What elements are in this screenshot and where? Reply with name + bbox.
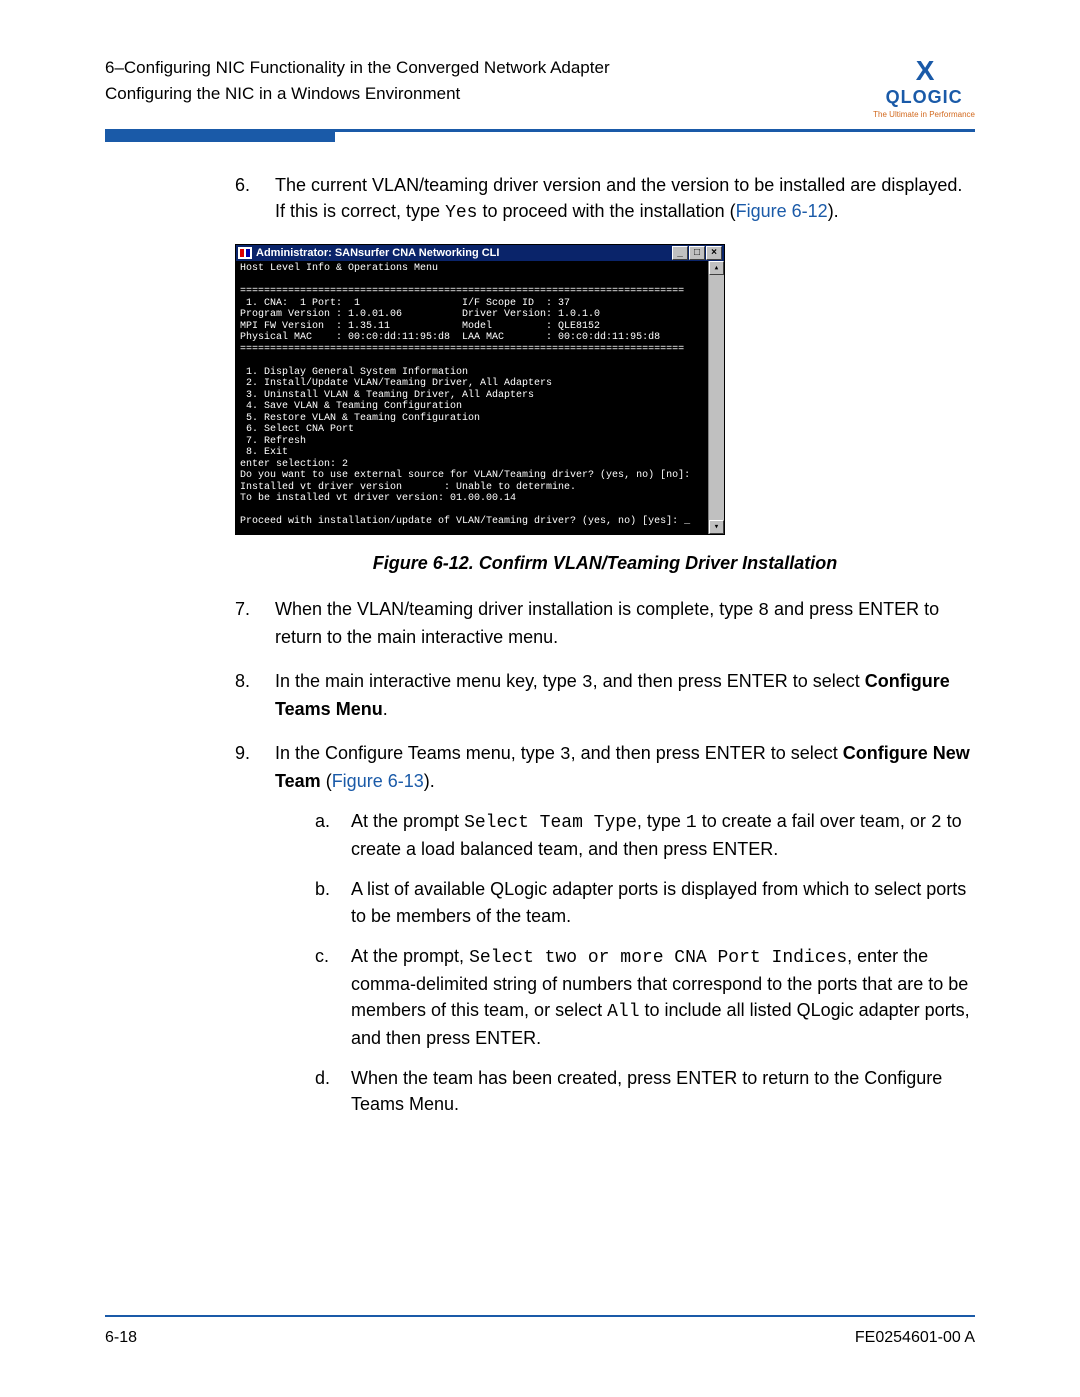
step-9-body: In the Configure Teams menu, type 3, and… bbox=[275, 740, 975, 1117]
sub-a-code-3: 2 bbox=[931, 813, 942, 833]
terminal-icon bbox=[238, 247, 252, 259]
step-8: 8. In the main interactive menu key, typ… bbox=[235, 668, 975, 722]
step-8-text-b: , and then press ENTER to select bbox=[593, 671, 865, 691]
sub-a-text-b: , type bbox=[637, 811, 686, 831]
step-8-text-a: In the main interactive menu key, type bbox=[275, 671, 582, 691]
step-6-number: 6. bbox=[235, 172, 275, 226]
substep-d-body: When the team has been created, press EN… bbox=[351, 1065, 975, 1117]
step-9-text-c: ( bbox=[321, 771, 332, 791]
substep-d: d. When the team has been created, press… bbox=[275, 1065, 975, 1117]
accent-bar bbox=[105, 132, 335, 142]
step-9-text-a: In the Configure Teams menu, type bbox=[275, 743, 560, 763]
step-8-text-c: . bbox=[383, 699, 388, 719]
sub-a-text-c: to create a fail over team, or bbox=[697, 811, 931, 831]
step-6: 6. The current VLAN/teaming driver versi… bbox=[235, 172, 975, 226]
terminal-outer: Host Level Info & Operations Menu ======… bbox=[236, 261, 724, 534]
terminal-body: Host Level Info & Operations Menu ======… bbox=[236, 261, 708, 534]
substep-a-number: a. bbox=[315, 808, 351, 862]
step-9: 9. In the Configure Teams menu, type 3, … bbox=[235, 740, 975, 1117]
figure-6-12: Administrator: SANsurfer CNA Networking … bbox=[235, 244, 975, 535]
sub-a-code-1: Select Team Type bbox=[464, 813, 637, 833]
qlogic-logo: X QLOGIC The Ultimate in Performance bbox=[873, 55, 975, 119]
scroll-down-icon[interactable]: ▾ bbox=[709, 520, 724, 534]
content-area: 6. The current VLAN/teaming driver versi… bbox=[105, 142, 975, 1117]
step-6-text-c: ). bbox=[828, 201, 839, 221]
sub-c-text-a: At the prompt, bbox=[351, 946, 469, 966]
step-9-text-d: ). bbox=[424, 771, 435, 791]
terminal-scrollbar[interactable]: ▴ ▾ bbox=[708, 261, 724, 534]
step-9-text-b: , and then press ENTER to select bbox=[571, 743, 843, 763]
maximize-button[interactable]: □ bbox=[689, 246, 705, 260]
step-7-text-a: When the VLAN/teaming driver installatio… bbox=[275, 599, 758, 619]
substep-d-number: d. bbox=[315, 1065, 351, 1117]
header-line-1: 6–Configuring NIC Functionality in the C… bbox=[105, 55, 610, 81]
step-9-code: 3 bbox=[560, 745, 571, 765]
substep-b-body: A list of available QLogic adapter ports… bbox=[351, 876, 975, 928]
step-6-body: The current VLAN/teaming driver version … bbox=[275, 172, 975, 226]
substep-c-number: c. bbox=[315, 943, 351, 1051]
page: 6–Configuring NIC Functionality in the C… bbox=[0, 0, 1080, 1397]
header-text: 6–Configuring NIC Functionality in the C… bbox=[105, 55, 610, 106]
step-7: 7. When the VLAN/teaming driver installa… bbox=[235, 596, 975, 650]
step-7-number: 7. bbox=[235, 596, 275, 650]
substep-c-body: At the prompt, Select two or more CNA Po… bbox=[351, 943, 975, 1051]
step-9-number: 9. bbox=[235, 740, 275, 1117]
minimize-button[interactable]: _ bbox=[672, 246, 688, 260]
page-footer: 6-18 FE0254601-00 A bbox=[105, 1329, 975, 1347]
terminal-titlebar: Administrator: SANsurfer CNA Networking … bbox=[236, 245, 724, 261]
step-6-text-b: to proceed with the installation ( bbox=[477, 201, 735, 221]
titlebar-left: Administrator: SANsurfer CNA Networking … bbox=[238, 247, 499, 260]
footer-rule bbox=[105, 1315, 975, 1317]
sub-c-code-2: All bbox=[607, 1002, 639, 1022]
sub-a-text-a: At the prompt bbox=[351, 811, 464, 831]
step-8-code: 3 bbox=[582, 673, 593, 693]
substep-b-number: b. bbox=[315, 876, 351, 928]
logo-icon: X bbox=[873, 55, 975, 87]
logo-tagline: The Ultimate in Performance bbox=[873, 110, 975, 119]
scroll-up-icon[interactable]: ▴ bbox=[709, 261, 724, 275]
substep-c: c. At the prompt, Select two or more CNA… bbox=[275, 943, 975, 1051]
page-number: 6-18 bbox=[105, 1329, 137, 1347]
sub-c-code-1: Select two or more CNA Port Indices bbox=[469, 948, 847, 968]
step-7-body: When the VLAN/teaming driver installatio… bbox=[275, 596, 975, 650]
terminal-title: Administrator: SANsurfer CNA Networking … bbox=[256, 247, 499, 260]
page-header: 6–Configuring NIC Functionality in the C… bbox=[105, 55, 975, 119]
step-6-code: Yes bbox=[445, 203, 477, 223]
substep-a: a. At the prompt Select Team Type, type … bbox=[275, 808, 975, 862]
figure-6-12-caption: Figure 6-12. Confirm VLAN/Teaming Driver… bbox=[235, 553, 975, 574]
document-id: FE0254601-00 A bbox=[855, 1329, 975, 1347]
figure-6-12-link[interactable]: Figure 6-12 bbox=[736, 201, 828, 221]
close-button[interactable]: × bbox=[706, 246, 722, 260]
terminal-window: Administrator: SANsurfer CNA Networking … bbox=[235, 244, 725, 535]
step-7-code: 8 bbox=[758, 601, 769, 621]
figure-6-13-link[interactable]: Figure 6-13 bbox=[332, 771, 424, 791]
substep-b: b. A list of available QLogic adapter po… bbox=[275, 876, 975, 928]
header-line-2: Configuring the NIC in a Windows Environ… bbox=[105, 81, 610, 107]
substep-a-body: At the prompt Select Team Type, type 1 t… bbox=[351, 808, 975, 862]
logo-brand: QLOGIC bbox=[873, 87, 975, 108]
step-8-body: In the main interactive menu key, type 3… bbox=[275, 668, 975, 722]
step-8-number: 8. bbox=[235, 668, 275, 722]
window-controls: _ □ × bbox=[672, 246, 722, 260]
sub-a-code-2: 1 bbox=[686, 813, 697, 833]
